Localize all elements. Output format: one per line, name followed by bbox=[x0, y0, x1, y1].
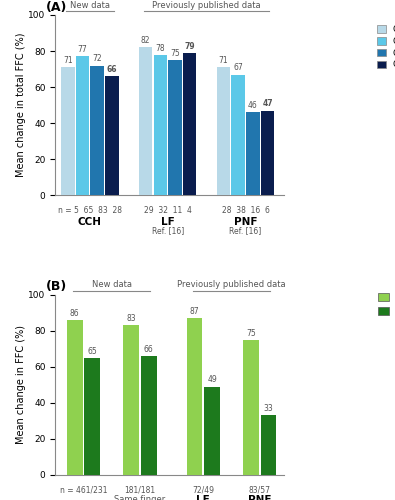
Bar bbox=[168, 60, 182, 196]
Text: (B): (B) bbox=[46, 280, 68, 293]
Bar bbox=[246, 112, 260, 196]
Text: New data: New data bbox=[92, 280, 132, 289]
Text: (A): (A) bbox=[46, 0, 68, 14]
Text: n = 461/231: n = 461/231 bbox=[60, 486, 107, 495]
Bar bbox=[261, 416, 276, 475]
Text: CCH: CCH bbox=[78, 217, 102, 227]
Text: New data: New data bbox=[70, 0, 110, 10]
Text: 75: 75 bbox=[170, 49, 180, 58]
Y-axis label: Mean change in total FFC (%): Mean change in total FFC (%) bbox=[15, 33, 26, 178]
Bar bbox=[67, 320, 83, 475]
Text: 71: 71 bbox=[219, 56, 228, 65]
Text: 72/49: 72/49 bbox=[192, 486, 214, 495]
Legend: MP, PIP: MP, PIP bbox=[376, 290, 395, 318]
Text: 78: 78 bbox=[156, 44, 165, 52]
Bar bbox=[183, 53, 196, 196]
Bar bbox=[85, 358, 100, 475]
Bar bbox=[217, 68, 230, 196]
Bar bbox=[123, 326, 139, 475]
Text: 33: 33 bbox=[264, 404, 273, 413]
Text: PNF: PNF bbox=[248, 495, 271, 500]
Text: 87: 87 bbox=[190, 307, 199, 316]
Text: 83: 83 bbox=[126, 314, 136, 323]
Text: Ref. [16]: Ref. [16] bbox=[152, 226, 184, 235]
Text: 66: 66 bbox=[107, 65, 117, 74]
Bar bbox=[186, 318, 203, 475]
Text: 65: 65 bbox=[87, 346, 97, 356]
Bar bbox=[243, 340, 259, 475]
Text: 181/181: 181/181 bbox=[124, 486, 156, 495]
Text: 77: 77 bbox=[78, 46, 87, 54]
Text: Previously published data: Previously published data bbox=[177, 280, 286, 289]
Legend: Grade I   (0°- 45°), Grade II   (46°- 90°), Grade III  (91°- 135°), Grade IV  (>: Grade I (0°- 45°), Grade II (46°- 90°), … bbox=[376, 10, 395, 71]
Bar bbox=[61, 68, 75, 196]
Bar bbox=[105, 76, 118, 196]
Text: 75: 75 bbox=[246, 328, 256, 338]
Text: 82: 82 bbox=[141, 36, 150, 46]
Y-axis label: Mean change in FFC (%): Mean change in FFC (%) bbox=[15, 326, 26, 444]
Text: Same finger: Same finger bbox=[114, 495, 166, 500]
Text: 86: 86 bbox=[70, 308, 79, 318]
Text: LF: LF bbox=[196, 495, 210, 500]
Bar bbox=[261, 110, 274, 196]
Text: 83/57: 83/57 bbox=[249, 486, 271, 495]
Text: 47: 47 bbox=[262, 100, 273, 108]
Text: PNF: PNF bbox=[234, 217, 257, 227]
Text: Ref. [16]: Ref. [16] bbox=[229, 226, 261, 235]
Bar bbox=[90, 66, 104, 196]
Text: 67: 67 bbox=[233, 64, 243, 72]
Text: 71: 71 bbox=[63, 56, 73, 65]
Text: Previously published data: Previously published data bbox=[152, 0, 261, 10]
Bar bbox=[76, 56, 89, 196]
Bar bbox=[231, 74, 245, 196]
Text: 28  38  16  6: 28 38 16 6 bbox=[222, 206, 269, 215]
Text: 72: 72 bbox=[92, 54, 102, 64]
Bar bbox=[141, 356, 157, 475]
Text: LF: LF bbox=[161, 217, 175, 227]
Bar bbox=[154, 54, 167, 196]
Text: 29  32  11  4: 29 32 11 4 bbox=[144, 206, 192, 215]
Text: n = 5  65  83  28: n = 5 65 83 28 bbox=[58, 206, 122, 215]
Text: 46: 46 bbox=[248, 101, 258, 110]
Text: 49: 49 bbox=[207, 376, 217, 384]
Text: 66: 66 bbox=[144, 345, 154, 354]
Bar bbox=[204, 386, 220, 475]
Bar bbox=[139, 48, 152, 196]
Text: 79: 79 bbox=[184, 42, 195, 50]
